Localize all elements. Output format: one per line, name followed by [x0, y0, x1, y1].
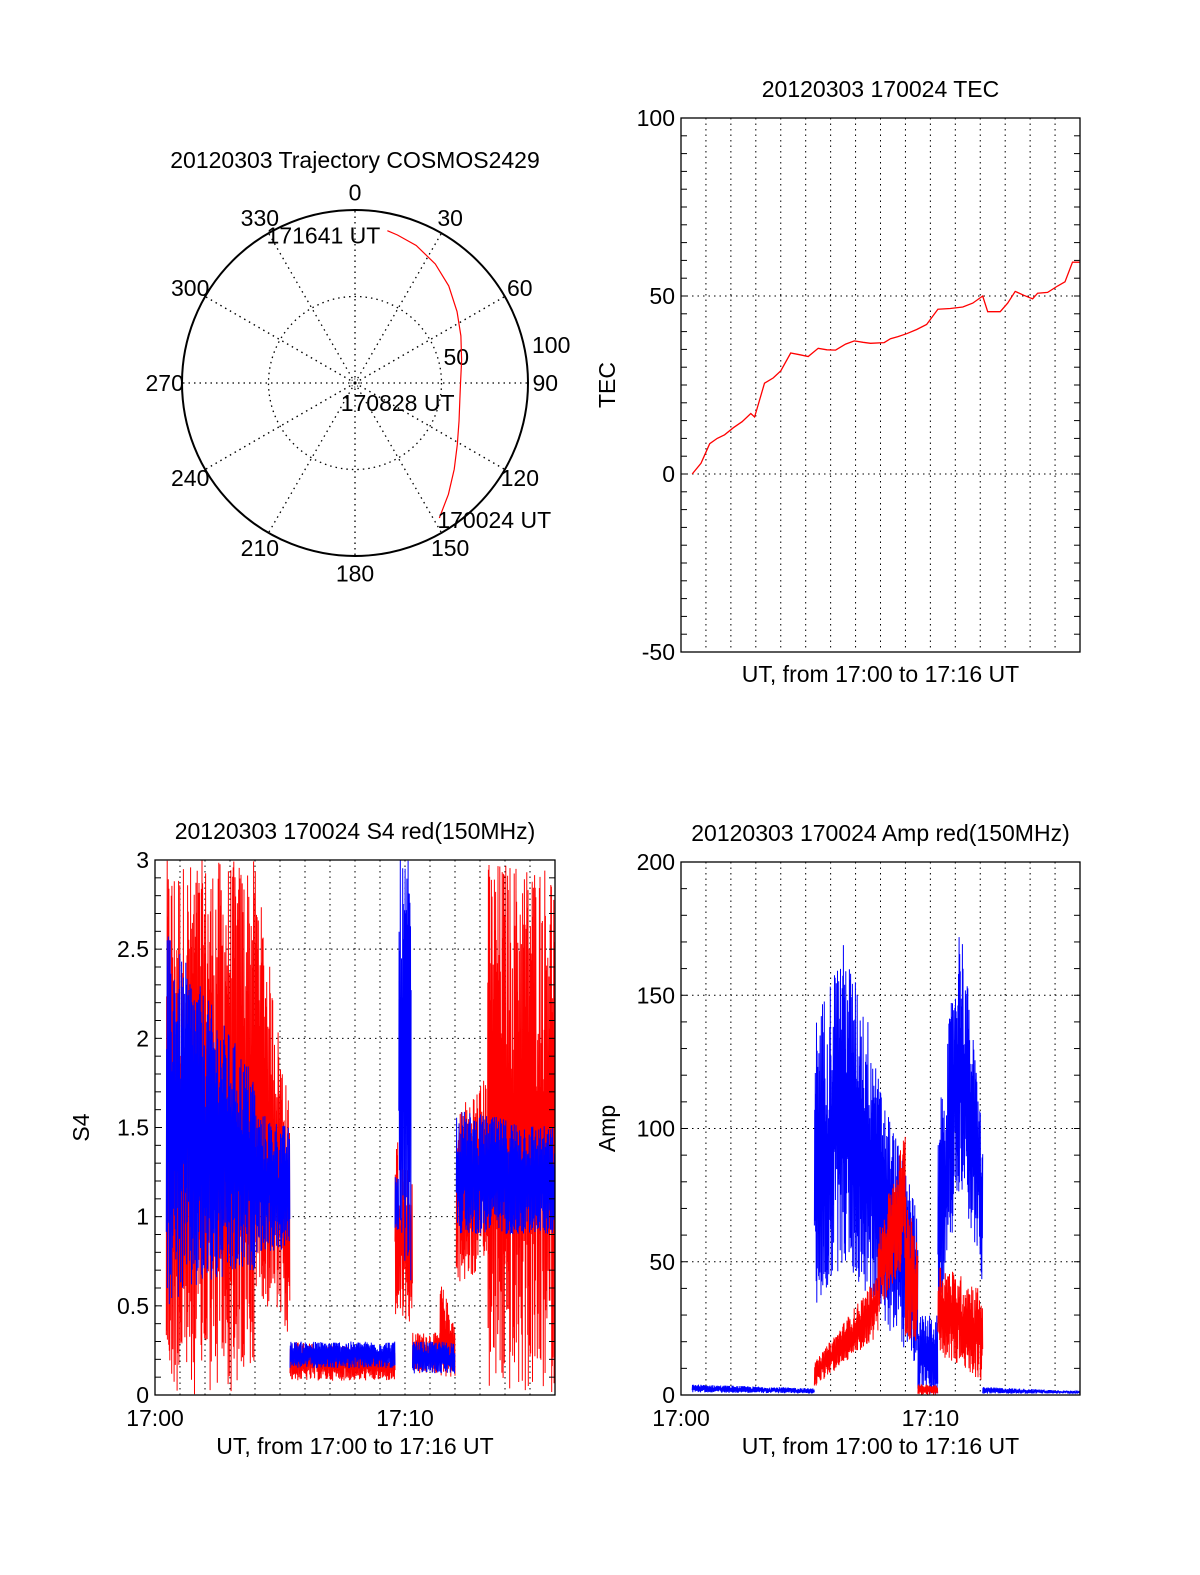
chart-title: 20120303 170024 S4 red(150MHz)	[175, 818, 536, 844]
radial-gridline	[204, 382, 356, 471]
y-tick-label: 0	[662, 461, 675, 487]
y-tick-label: 0	[136, 1382, 149, 1408]
outer-range-circle	[181, 209, 529, 557]
y-tick-label: 2	[136, 1025, 149, 1051]
x-tick-label: 17:00	[126, 1405, 184, 1431]
y-axis-label: Amp	[594, 1105, 620, 1152]
chart-title: 20120303 170024 Amp red(150MHz)	[691, 820, 1069, 846]
azimuth-tick-label: 210	[241, 535, 279, 561]
azimuth-tick-label: 180	[336, 560, 374, 586]
blue-series-segment	[398, 860, 412, 1281]
blue-series-segment	[394, 1177, 400, 1230]
blue-series-segment	[165, 936, 256, 1305]
trajectory-time-label: 170828 UT	[341, 390, 455, 416]
y-tick-label: 1.5	[117, 1115, 149, 1141]
y-tick-label: 0	[662, 1382, 675, 1408]
chart-title: 20120303 170024 TEC	[762, 76, 999, 102]
azimuth-tick-label: 270	[146, 370, 184, 396]
series-group	[165, 860, 555, 1395]
blue-series-segment	[412, 1341, 456, 1374]
radial-gridline	[354, 295, 506, 384]
x-axis-label: UT, from 17:00 to 17:16 UT	[742, 1433, 1019, 1459]
x-tick-label: 17:10	[376, 1405, 434, 1431]
y-axis-label: S4	[68, 1113, 94, 1141]
azimuth-tick-label: 240	[171, 465, 209, 491]
trajectory-line	[387, 230, 463, 519]
y-tick-label: 1	[136, 1204, 149, 1230]
azimuth-tick-label: 60	[507, 275, 533, 301]
blue-series-segment	[455, 1111, 555, 1235]
x-tick-label: 17:10	[902, 1405, 960, 1431]
amp-panel: 0 50 100 150 200 17:00 17:10 20120303 170024 Am…	[594, 820, 1081, 1459]
blue-series-segment	[289, 1341, 396, 1369]
y-tick-label: 100	[637, 1116, 675, 1142]
azimuth-tick-label: 0	[349, 180, 362, 206]
red-series-segment	[394, 1142, 413, 1322]
blue-series-segment	[917, 1315, 939, 1394]
s4-panel: 0 0.5 1 1.5 2 2.5 3 17:00 17:10 20120303 170024 S…	[68, 818, 556, 1459]
red-series-segment	[937, 1267, 984, 1380]
azimuth-tick-label: 150	[431, 535, 469, 561]
y-tick-label: 3	[136, 847, 149, 873]
y-tick-label: 150	[637, 982, 675, 1008]
azimuth-tick-label: 330	[241, 205, 279, 231]
blue-series-segment	[937, 937, 961, 1324]
series-group	[691, 937, 1080, 1395]
azimuth-tick-label: 120	[501, 465, 539, 491]
radial-gridline	[354, 232, 443, 384]
azimuth-tick-label: 90	[533, 370, 559, 396]
x-tick-label: 17:00	[652, 1405, 710, 1431]
radial-gridline	[204, 295, 356, 384]
blue-series-segment	[842, 945, 879, 1309]
blue-series-segment	[691, 1384, 815, 1394]
trajectory-time-label: 170024 UT	[437, 507, 551, 533]
y-tick-label: 50	[649, 1249, 675, 1275]
x-axis-label: UT, from 17:00 to 17:16 UT	[742, 661, 1019, 687]
red-series-segment	[917, 1384, 939, 1395]
y-axis-label: TEC	[594, 362, 620, 408]
polar-trajectory-panel: 20120303 Trajectory COSMOS2429 0 30 60 90 120…	[146, 147, 571, 586]
y-tick-label: 0.5	[117, 1293, 149, 1319]
plot-frame	[680, 117, 1081, 653]
radial-tick-label: 50	[444, 344, 470, 370]
radial-gridline	[267, 232, 356, 384]
tec-series-line	[691, 261, 1080, 475]
red-series-segment	[254, 871, 291, 1332]
y-tick-label: -50	[642, 639, 675, 665]
y-tick-label: 100	[637, 105, 675, 131]
center-marker	[350, 378, 360, 388]
red-series-segment	[877, 1136, 906, 1312]
series-group	[691, 261, 1080, 475]
blue-series-segment	[254, 1115, 291, 1253]
y-tick-label: 200	[637, 849, 675, 875]
tec-panel: -50 0 50 100 20120303 170024 TEC UT, from 17:…	[594, 76, 1081, 687]
blue-series-segment	[982, 1387, 1080, 1395]
radial-gridline	[354, 382, 506, 471]
azimuth-tick-label: 30	[437, 205, 463, 231]
trajectory-time-label: 171641 UT	[267, 223, 381, 249]
blue-series-segment	[813, 968, 844, 1303]
inner-range-circle	[267, 295, 443, 471]
x-axis-label: UT, from 17:00 to 17:16 UT	[216, 1433, 493, 1459]
y-tick-label: 50	[649, 283, 675, 309]
red-series-segment	[904, 1196, 919, 1341]
radial-gridline	[267, 382, 356, 534]
azimuth-tick-label: 300	[171, 275, 209, 301]
radial-gridline	[354, 382, 443, 534]
red-series-segment	[813, 1278, 879, 1386]
y-tick-label: 2.5	[117, 936, 149, 962]
chart-title: 20120303 Trajectory COSMOS2429	[170, 147, 539, 173]
radial-tick-label: 100	[532, 332, 570, 358]
blue-series-segment	[959, 944, 984, 1280]
